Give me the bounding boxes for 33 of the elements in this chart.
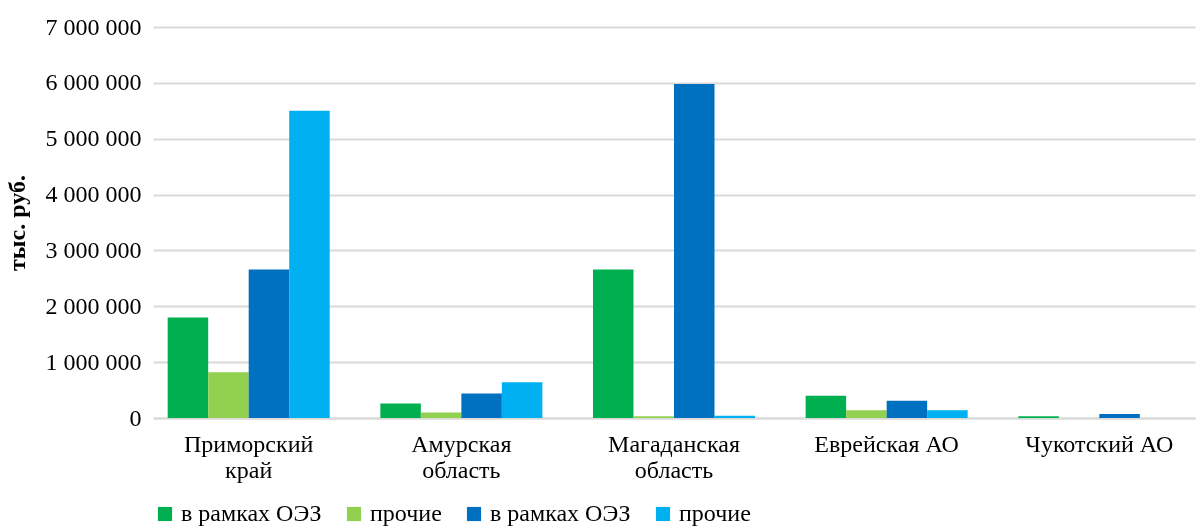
legend-label: в рамках ОЭЗ [181,500,322,526]
bar [927,410,968,418]
y-tick-label: 7 000 000 [45,13,142,40]
y-tick-label: 5 000 000 [45,125,142,152]
legend-label: прочие [679,500,751,526]
bar [886,400,928,418]
bar [805,395,847,418]
legend-label: прочие [370,500,442,526]
y-tick-label: 6 000 000 [45,69,142,96]
y-axis-title: тыс. руб. [3,175,30,271]
y-tick-label: 4 000 000 [45,181,142,208]
y-tick-label: 2 000 000 [45,292,142,319]
x-tick-label: Амурская область [411,430,512,483]
bar [248,269,290,418]
legend-label: в рамках ОЭЗ [490,500,631,526]
x-tick-label: Магаданская область [608,430,740,483]
bar [289,110,330,418]
bar [380,403,421,418]
x-tick-label: Еврейская АО [814,430,959,457]
y-tick-label: 0 [129,404,142,431]
bar [501,382,543,418]
x-tick-label: Чукотский АО [1025,430,1174,457]
y-tick-label: 1 000 000 [45,348,142,375]
x-tick-label: Приморский край [184,430,314,483]
bar [461,393,502,418]
bar [592,269,634,418]
bar [167,317,209,418]
y-tick-label: 3 000 000 [45,236,142,263]
bar [674,83,715,418]
bar [208,372,249,418]
bar [420,412,462,418]
bar [1099,414,1140,418]
bar [846,410,887,418]
